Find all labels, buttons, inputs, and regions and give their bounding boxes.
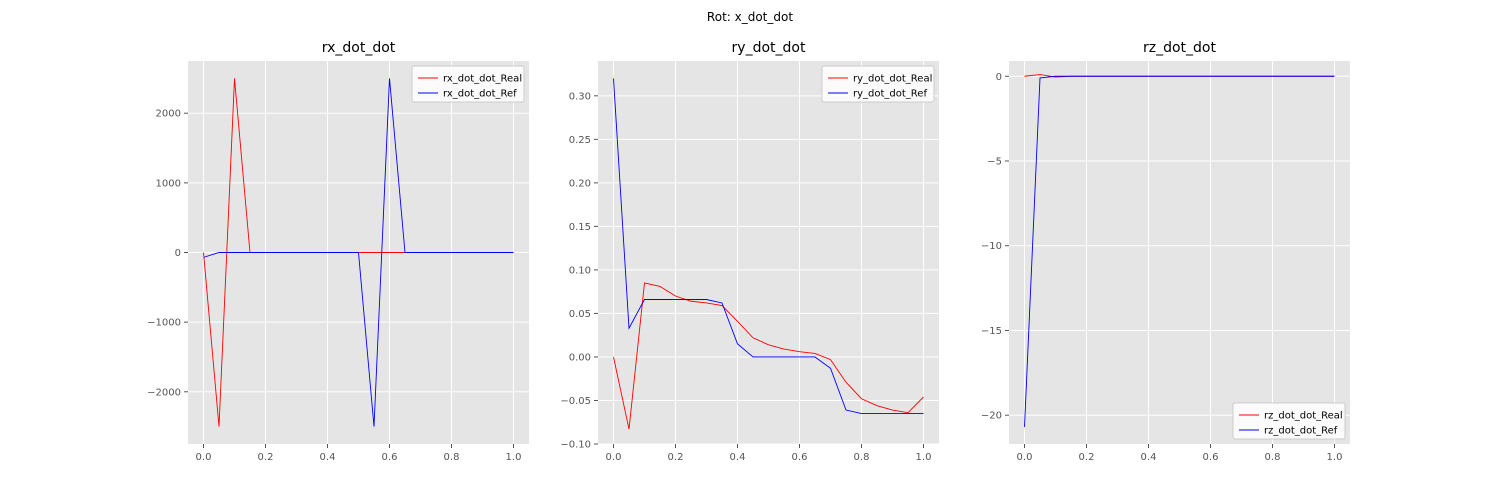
y-tick-label: 0.10 [569,265,591,276]
x-tick-label: 0.0 [606,452,622,463]
x-tick-label: 0.6 [382,452,398,463]
legend: ry_dot_dot_Real ry_dot_dot_Ref [821,65,935,103]
y-tick-label: −20 [981,411,1002,422]
series-line-ry_dot_dot_Real [613,282,924,430]
x-tick-label: 1.0 [506,452,522,463]
y-tick-label: −0.10 [560,440,591,451]
x-tick-label: 0.8 [444,452,460,463]
chart-title: rx_dot_dot [322,40,396,56]
x-tick-label: 0.2 [1079,452,1095,463]
x-tick-label: 0.8 [854,452,870,463]
y-tick-label: −1000 [147,318,181,329]
figure-suptitle: Rot: x_dot_dot [707,10,793,24]
legend-entry: rx_dot_dot_Ref [443,89,517,100]
x-tick-label: 0.4 [730,452,746,463]
legend-box [1232,402,1346,440]
x-tick-label: 0.4 [1141,452,1157,463]
y-tick-label: 0.20 [569,178,591,189]
x-tick-label: 1.0 [916,452,932,463]
x-tick-label: 0.4 [320,452,336,463]
y-tick-label: 0.30 [569,91,591,102]
y-tick-label: 0.00 [569,352,591,363]
plot-area [598,61,939,444]
y-tick-label: −2000 [147,387,181,398]
y-tick-label: −0.05 [560,396,591,407]
chart-ry_dot_dot: 0.0 0.2 0.4 0.6 0.8 1.0 −0.10 −0.05 0.00 0.05 0.10… [560,40,939,463]
legend-entry: rx_dot_dot_Real [443,74,522,85]
y-tick-label: 0 [996,72,1002,83]
legend-entry: ry_dot_dot_Real [853,74,932,85]
legend-entry: rz_dot_dot_Real [1264,411,1343,422]
chart-title: ry_dot_dot [732,40,806,56]
y-tick-label: −5 [987,156,1002,167]
x-tick-label: 0.0 [1017,452,1033,463]
x-tick-label: 0.6 [1203,452,1219,463]
y-tick-label: 1000 [156,178,181,189]
x-tick-label: 0.0 [196,452,212,463]
legend: rz_dot_dot_Real rz_dot_dot_Ref [1232,402,1346,440]
series-line-ry_dot_dot_Ref [613,78,924,414]
plot-area [1009,61,1350,444]
chart-rx_dot_dot: 0.0 0.2 0.4 0.6 0.8 1.0 −2000 −1000 0 1000 2000 rx_… [147,40,529,463]
x-tick-label: 0.2 [668,452,684,463]
y-tick-label: 0.05 [569,309,591,320]
x-tick-label: 0.6 [792,452,808,463]
y-tick-label: 0 [175,248,181,259]
y-tick-label: 0.15 [569,222,591,233]
x-tick-label: 1.0 [1327,452,1343,463]
y-tick-label: 0.25 [569,135,591,146]
chart-rz_dot_dot: 0.0 0.2 0.4 0.6 0.8 1.0 −20 −15 −10 −5 0 rz_dot_dot… [981,40,1350,463]
series-line-rz_dot_dot_Ref [1024,75,1335,428]
y-tick-label: −10 [981,241,1002,252]
legend-box [411,65,525,103]
series-line-rx_dot_dot_Ref [203,78,514,427]
chart-title: rz_dot_dot [1143,40,1216,56]
legend-entry: rz_dot_dot_Ref [1264,426,1338,437]
legend: rx_dot_dot_Real rx_dot_dot_Ref [411,65,525,103]
x-tick-label: 0.2 [258,452,274,463]
y-tick-label: 2000 [156,109,181,120]
y-tick-label: −15 [981,326,1002,337]
x-tick-label: 0.8 [1265,452,1281,463]
legend-entry: ry_dot_dot_Ref [853,89,927,100]
legend-box [821,65,935,103]
